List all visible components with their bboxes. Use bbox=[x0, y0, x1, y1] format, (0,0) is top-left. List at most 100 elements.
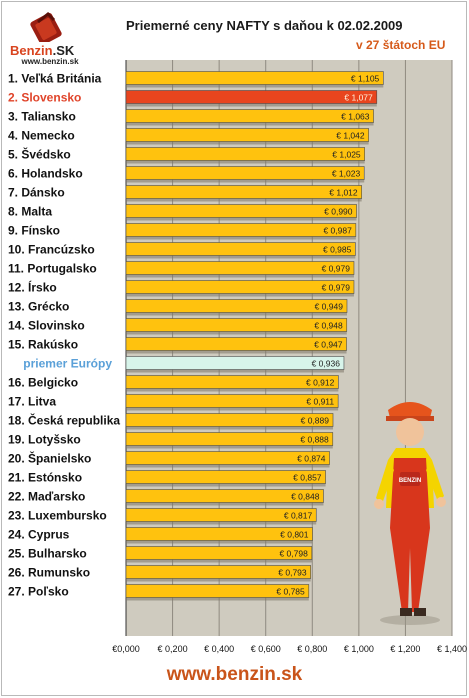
bar-23 bbox=[125, 508, 317, 522]
category-label-26: 26. Rumunsko bbox=[8, 566, 90, 580]
bar-20 bbox=[125, 451, 330, 465]
value-label-1: € 1,077 bbox=[344, 93, 373, 103]
svg-text:BENZIN: BENZIN bbox=[399, 478, 421, 484]
value-label-7: € 0,990 bbox=[324, 207, 353, 217]
category-label-9: 10. Francúzsko bbox=[8, 243, 95, 257]
category-label-12: 13. Grécko bbox=[8, 300, 69, 314]
category-label-15: priemer Európy bbox=[23, 357, 112, 371]
category-label-7: 8. Malta bbox=[8, 205, 52, 219]
logo-site: www.benzin.sk bbox=[21, 57, 79, 66]
value-label-26: € 0,793 bbox=[278, 568, 307, 578]
value-label-27: € 0,785 bbox=[276, 587, 305, 597]
bar-4 bbox=[125, 147, 365, 161]
bar-6 bbox=[125, 185, 362, 199]
value-label-24: € 0,801 bbox=[280, 530, 309, 540]
bar-22 bbox=[125, 489, 324, 503]
value-label-17: € 0,911 bbox=[306, 397, 334, 407]
bar-1 bbox=[125, 90, 378, 104]
category-label-1: 2. Slovensko bbox=[8, 91, 81, 105]
bar-19 bbox=[125, 432, 334, 446]
category-label-8: 9. Fínsko bbox=[8, 224, 60, 238]
mechanic-mascot: BENZIN bbox=[374, 402, 446, 625]
category-label-4: 5. Švédsko bbox=[8, 147, 71, 162]
bar-2 bbox=[125, 109, 374, 123]
category-label-21: 21. Estónsko bbox=[8, 471, 82, 485]
bar-25 bbox=[125, 546, 313, 560]
value-label-3: € 1,042 bbox=[336, 131, 365, 141]
value-label-20: € 0,874 bbox=[297, 454, 326, 464]
category-label-18: 18. Česká republika bbox=[8, 413, 120, 428]
x-tick-label-4: € 0,800 bbox=[297, 644, 327, 654]
value-label-21: € 0,857 bbox=[293, 473, 322, 483]
value-label-9: € 0,985 bbox=[323, 245, 352, 255]
value-label-2: € 1,063 bbox=[341, 112, 370, 122]
bar-8 bbox=[125, 223, 357, 237]
chart-subtitle: v 27 štátoch EU bbox=[356, 38, 446, 52]
bar-18 bbox=[125, 413, 334, 427]
bar-0 bbox=[125, 71, 384, 85]
x-tick-label-6: € 1,200 bbox=[390, 644, 420, 654]
bar-3 bbox=[125, 128, 369, 142]
x-tick-label-0: €0,000 bbox=[112, 644, 140, 654]
x-tick-label-1: € 0,200 bbox=[158, 644, 188, 654]
value-label-12: € 0,949 bbox=[315, 302, 344, 312]
category-label-20: 20. Španielsko bbox=[8, 451, 91, 466]
value-label-10: € 0,979 bbox=[322, 264, 351, 274]
value-label-25: € 0,798 bbox=[279, 549, 308, 559]
category-label-0: 1. Veľká Británia bbox=[8, 72, 102, 86]
category-label-10: 11. Portugalsko bbox=[8, 262, 97, 276]
bar-14 bbox=[125, 337, 347, 351]
bar-27 bbox=[125, 584, 310, 598]
category-label-17: 17. Litva bbox=[8, 395, 56, 409]
category-label-5: 6. Holandsko bbox=[8, 167, 83, 181]
value-label-13: € 0,948 bbox=[314, 321, 343, 331]
bar-7 bbox=[125, 204, 357, 218]
x-tick-label-2: € 0,400 bbox=[204, 644, 234, 654]
value-label-16: € 0,912 bbox=[306, 378, 335, 388]
fuel-can-icon bbox=[30, 12, 62, 46]
value-label-22: € 0,848 bbox=[291, 492, 320, 502]
category-label-23: 23. Luxembursko bbox=[8, 509, 107, 523]
benzin-sk-logo bbox=[10, 12, 90, 56]
value-label-0: € 1,105 bbox=[351, 74, 380, 84]
x-tick-label-3: € 0,600 bbox=[251, 644, 281, 654]
bar-16 bbox=[125, 375, 339, 389]
bar-26 bbox=[125, 565, 311, 579]
value-label-18: € 0,889 bbox=[301, 416, 330, 426]
value-label-4: € 1,025 bbox=[332, 150, 361, 160]
category-label-14: 15. Rakúsko bbox=[8, 338, 78, 352]
category-label-24: 24. Cyprus bbox=[8, 528, 70, 542]
bar-15 bbox=[125, 356, 345, 370]
category-label-6: 7. Dánsko bbox=[8, 186, 65, 200]
bar-5 bbox=[125, 166, 365, 180]
category-label-11: 12. Írsko bbox=[8, 280, 57, 295]
bar-10 bbox=[125, 261, 355, 275]
x-tick-label-7: € 1,400 bbox=[437, 644, 467, 654]
value-label-14: € 0,947 bbox=[314, 340, 343, 350]
bar-13 bbox=[125, 318, 348, 332]
x-tick-label-5: € 1,000 bbox=[344, 644, 374, 654]
value-label-11: € 0,979 bbox=[322, 283, 351, 293]
category-label-22: 22. Maďarsko bbox=[8, 490, 85, 504]
bar-24 bbox=[125, 527, 313, 541]
category-label-16: 16. Belgicko bbox=[8, 376, 78, 390]
footer-website: www.benzin.sk bbox=[166, 664, 303, 685]
category-label-27: 27. Poľsko bbox=[8, 585, 69, 599]
bar-12 bbox=[125, 299, 348, 313]
value-label-15: € 0,936 bbox=[312, 359, 341, 369]
bar-21 bbox=[125, 470, 326, 484]
bar-11 bbox=[125, 280, 355, 294]
logo-wordmark: Benzin.SK bbox=[10, 43, 75, 58]
value-label-8: € 0,987 bbox=[323, 226, 352, 236]
value-label-19: € 0,888 bbox=[300, 435, 329, 445]
bar-17 bbox=[125, 394, 339, 408]
value-label-5: € 1,023 bbox=[332, 169, 361, 179]
category-label-19: 19. Lotyšsko bbox=[8, 433, 81, 447]
chart-title: Priemerné ceny NAFTY s daňou k 02.02.200… bbox=[126, 18, 403, 33]
value-label-6: € 1,012 bbox=[329, 188, 358, 198]
category-label-13: 14. Slovinsko bbox=[8, 319, 85, 333]
bar-9 bbox=[125, 242, 356, 256]
category-label-2: 3. Taliansko bbox=[8, 110, 76, 124]
